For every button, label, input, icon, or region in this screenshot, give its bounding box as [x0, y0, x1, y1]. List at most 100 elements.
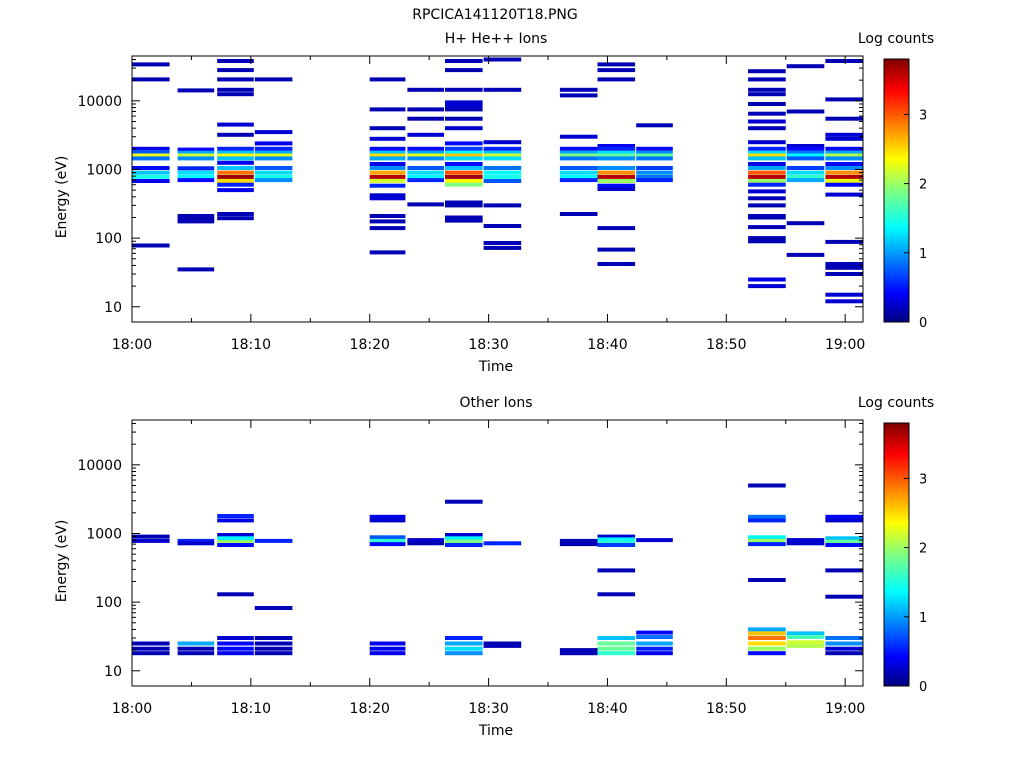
heatmap-cell [559, 212, 598, 216]
heatmap-cell [369, 196, 406, 201]
heatmap-cell [597, 68, 636, 73]
x-tick-label: 18:00 [112, 337, 152, 353]
heatmap-cell [254, 170, 293, 175]
heatmap-cell [825, 136, 863, 141]
heatmap-cell [483, 166, 522, 170]
heatmap-cell [217, 87, 254, 92]
heatmap-cell [445, 539, 483, 544]
colorbar-label: Log counts [858, 395, 934, 411]
y-tick-label: 1000 [86, 162, 122, 178]
heatmap-cell [825, 539, 863, 544]
heatmap-cell [748, 126, 786, 131]
heatmap-cell [445, 179, 483, 183]
heatmap-cell [177, 651, 215, 656]
heatmap-cell [177, 166, 215, 171]
heatmap-cell [445, 536, 483, 541]
heatmap-cell [825, 97, 863, 102]
heatmap-cell [132, 538, 170, 543]
heatmap-cell [177, 150, 215, 155]
heatmap-cell [559, 156, 598, 161]
heatmap-cell [786, 178, 825, 183]
heatmap-cell [369, 153, 406, 158]
heatmap-cell [636, 641, 673, 646]
heatmap-cell [177, 170, 215, 175]
heatmap-cell [597, 77, 636, 82]
colorbar-label: Log counts [858, 31, 934, 47]
heatmap-cell [597, 144, 636, 148]
heatmap-cell [445, 203, 483, 208]
heatmap-cell [786, 156, 825, 161]
heatmap-cell [217, 518, 254, 523]
heatmap-cell [559, 146, 598, 151]
heatmap-cell [825, 156, 863, 161]
heatmap-cell [748, 631, 786, 636]
heatmap-cell [369, 150, 406, 155]
heatmap-cell [369, 641, 406, 646]
heatmap-cell [748, 518, 786, 523]
heatmap-cell [636, 174, 673, 179]
heatmap-cell [825, 59, 863, 63]
x-tick-label: 18:10 [231, 337, 271, 353]
heatmap-cell [597, 150, 636, 155]
heatmap-cell [748, 277, 786, 282]
heatmap-cell [445, 646, 483, 651]
heatmap-cell [369, 514, 406, 519]
heatmap-cell [748, 146, 786, 151]
heatmap-cell [217, 59, 254, 63]
heatmap-cell [445, 533, 483, 537]
heatmap-cell [636, 150, 673, 155]
heatmap-cell [748, 535, 786, 540]
heatmap-cell [786, 538, 825, 543]
heatmap-cell [597, 226, 636, 231]
heatmap-cell [636, 538, 673, 543]
y-tick-label: 1000 [86, 526, 122, 542]
heatmap-cell [748, 646, 786, 651]
heatmap-cell [132, 174, 170, 179]
heatmap-cell [445, 174, 483, 179]
x-tick-label: 18:00 [112, 701, 152, 717]
colorbar-tick-label: 2 [919, 542, 927, 557]
heatmap-cell [369, 170, 406, 175]
heatmap-cell [748, 284, 786, 289]
heatmap-cell [825, 174, 863, 179]
panel-title: H+ He++ Ions [445, 31, 548, 47]
heatmap-cell [559, 134, 598, 139]
heatmap-cell [559, 178, 598, 183]
heatmap-cell [369, 226, 406, 231]
heatmap-cell [786, 64, 825, 69]
heatmap-cell [445, 150, 483, 155]
heatmap-cell [217, 212, 254, 216]
heatmap-cell [483, 203, 522, 208]
heatmap-cell [597, 262, 636, 266]
heatmap-cell [636, 146, 673, 151]
heatmap-cell [636, 166, 673, 170]
heatmap-cell [748, 627, 786, 632]
heatmap-cell [217, 122, 254, 127]
heatmap-cell [217, 182, 254, 187]
heatmap-cell [445, 182, 483, 187]
heatmap-cell [217, 156, 254, 161]
heatmap-cell [217, 160, 254, 165]
heatmap-cell [559, 150, 598, 155]
colorbar-tick-label: 1 [919, 247, 927, 262]
heatmap-cell [407, 541, 444, 546]
heatmap-cell [254, 606, 293, 610]
heatmap-cell [748, 77, 786, 82]
heatmap-cell [748, 514, 786, 519]
x-tick-label: 18:50 [706, 337, 746, 353]
heatmap-cell [177, 88, 215, 93]
heatmap-cell [483, 146, 522, 151]
heatmap-cell [748, 156, 786, 161]
heatmap-cell [369, 156, 406, 161]
heatmap-cell [254, 538, 293, 543]
heatmap-cell [825, 239, 863, 244]
heatmap-cell [217, 92, 254, 97]
heatmap-cell [748, 87, 786, 92]
heatmap-cell [597, 62, 636, 67]
heatmap-cell [825, 192, 863, 197]
heatmap-cell [597, 174, 636, 179]
heatmap-cell [445, 100, 483, 105]
heatmap-cell [369, 183, 406, 188]
y-tick-label: 10000 [77, 458, 122, 474]
heatmap-cell [825, 132, 863, 137]
